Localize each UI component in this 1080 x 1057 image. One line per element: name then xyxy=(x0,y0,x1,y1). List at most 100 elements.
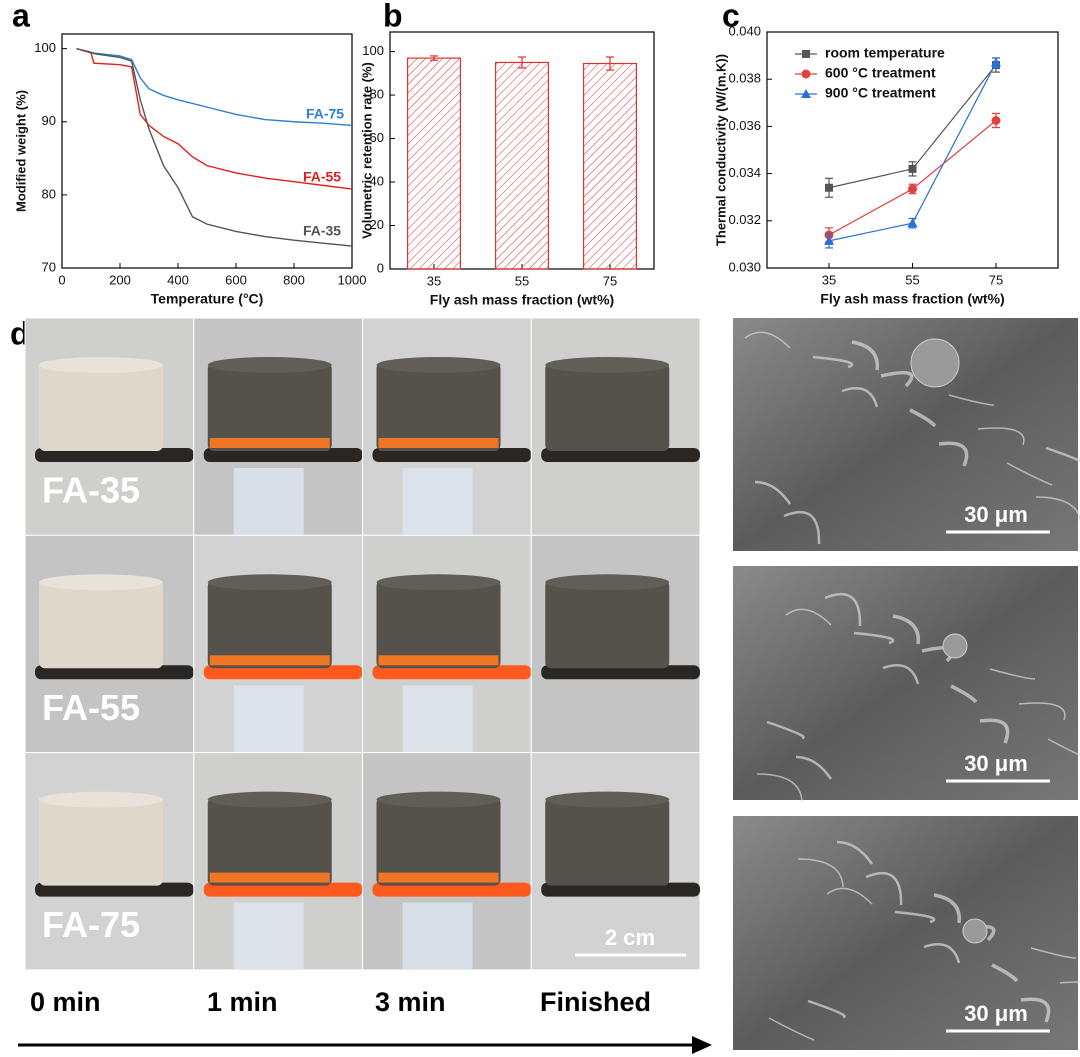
sample xyxy=(545,580,670,669)
time-arrow-head xyxy=(692,1036,712,1054)
y-tick-label: 0.036 xyxy=(728,118,761,133)
y-tick-label: 80 xyxy=(370,86,384,101)
sem-fiber xyxy=(795,755,833,780)
holder xyxy=(372,665,532,680)
sample xyxy=(39,580,163,669)
y-tick-label: 100 xyxy=(34,40,56,55)
flame xyxy=(209,872,330,883)
sem-fiber xyxy=(744,331,791,349)
sem-fiber xyxy=(783,510,821,545)
marker xyxy=(991,57,1001,67)
sample xyxy=(207,797,332,886)
y-tick-label: 20 xyxy=(370,217,384,232)
series-label: FA-55 xyxy=(303,169,341,185)
holder xyxy=(541,665,700,680)
error-bar xyxy=(518,56,526,69)
photo xyxy=(24,317,195,536)
sem-sphere xyxy=(942,633,968,659)
photo xyxy=(362,752,532,971)
sem-fiber xyxy=(991,963,1019,983)
y-tick-label: 40 xyxy=(370,173,384,188)
sem-fiber xyxy=(785,608,832,626)
photo xyxy=(24,752,195,971)
x-tick-label: 55 xyxy=(515,273,529,288)
series-line xyxy=(76,47,353,247)
photo xyxy=(530,534,701,754)
flame-glow xyxy=(233,902,304,970)
series-label: FA-75 xyxy=(306,106,344,122)
x-tick-label: 75 xyxy=(603,273,617,288)
flame-glow xyxy=(402,685,473,753)
flame xyxy=(378,655,499,666)
sem-fiber xyxy=(1035,496,1080,524)
photo xyxy=(530,752,701,971)
time-label: 3 min xyxy=(375,987,446,1017)
sample xyxy=(376,363,501,451)
legend-label: 900 °C treatment xyxy=(825,85,936,101)
y-tick-label: 60 xyxy=(370,130,384,145)
sample-top xyxy=(207,574,332,591)
photo xyxy=(362,317,532,536)
sem-fiber xyxy=(1059,981,1080,984)
row-label: FA-55 xyxy=(42,687,140,728)
sample-top xyxy=(376,357,501,373)
y-tick-label: 0.038 xyxy=(728,71,761,86)
marker xyxy=(824,235,834,245)
x-tick-label: 800 xyxy=(283,272,305,287)
legend-marker xyxy=(801,69,811,79)
flame-glow xyxy=(233,685,304,753)
y-tick-label: 0.040 xyxy=(728,23,761,38)
sem-fiber xyxy=(853,631,895,645)
time-label: 0 min xyxy=(30,987,101,1017)
sem-fiber xyxy=(938,441,969,467)
sample xyxy=(39,363,163,451)
marker xyxy=(908,164,917,173)
y-tick-label: 0.032 xyxy=(728,212,761,227)
sem-fiber xyxy=(807,999,846,1019)
row-label: FA-75 xyxy=(42,904,140,945)
bar xyxy=(407,57,462,270)
sem-fiber xyxy=(812,355,854,369)
holder xyxy=(35,448,194,462)
sample xyxy=(207,363,332,451)
sem-sphere xyxy=(910,338,960,388)
x-tick-label: 1000 xyxy=(338,272,367,287)
sample xyxy=(545,363,670,451)
sem-fiber xyxy=(768,1017,815,1041)
holder xyxy=(35,882,194,897)
series-line xyxy=(828,120,997,236)
error-bar xyxy=(430,55,438,61)
flame xyxy=(209,438,330,448)
sem-fiber xyxy=(892,614,921,645)
sem-fiber xyxy=(1006,462,1053,486)
panel-letter: a xyxy=(12,0,30,33)
legend-label: 600 °C treatment xyxy=(825,65,936,81)
y-tick-label: 90 xyxy=(42,113,56,128)
y-tick-label: 0.034 xyxy=(728,165,761,180)
bar xyxy=(582,62,637,270)
y-tick-label: 80 xyxy=(42,186,56,201)
sem-fiber xyxy=(880,370,914,388)
sem-fiber xyxy=(826,887,873,905)
marker xyxy=(991,116,1001,125)
marker xyxy=(908,184,917,194)
y-tick-label: 100 xyxy=(362,43,384,58)
sem-fiber xyxy=(1030,947,1077,959)
sem-fiber xyxy=(1018,702,1066,721)
x-tick-label: 75 xyxy=(989,272,1003,287)
plot-frame xyxy=(61,33,353,269)
series-line xyxy=(76,47,353,190)
marker xyxy=(907,218,918,228)
row-label: FA-35 xyxy=(42,470,140,511)
x-tick-label: 400 xyxy=(167,272,189,287)
y-tick-label: 70 xyxy=(42,259,56,274)
flame xyxy=(378,872,499,883)
y-axis-title: Volumetric retention rate (%) xyxy=(359,62,374,239)
sem-fiber xyxy=(836,840,874,865)
sem-fiber xyxy=(824,592,862,627)
panel-letter: b xyxy=(383,0,403,33)
y-axis-title: Thermal conductivity (W/(m.K)) xyxy=(713,54,728,246)
sample-top xyxy=(207,357,332,373)
